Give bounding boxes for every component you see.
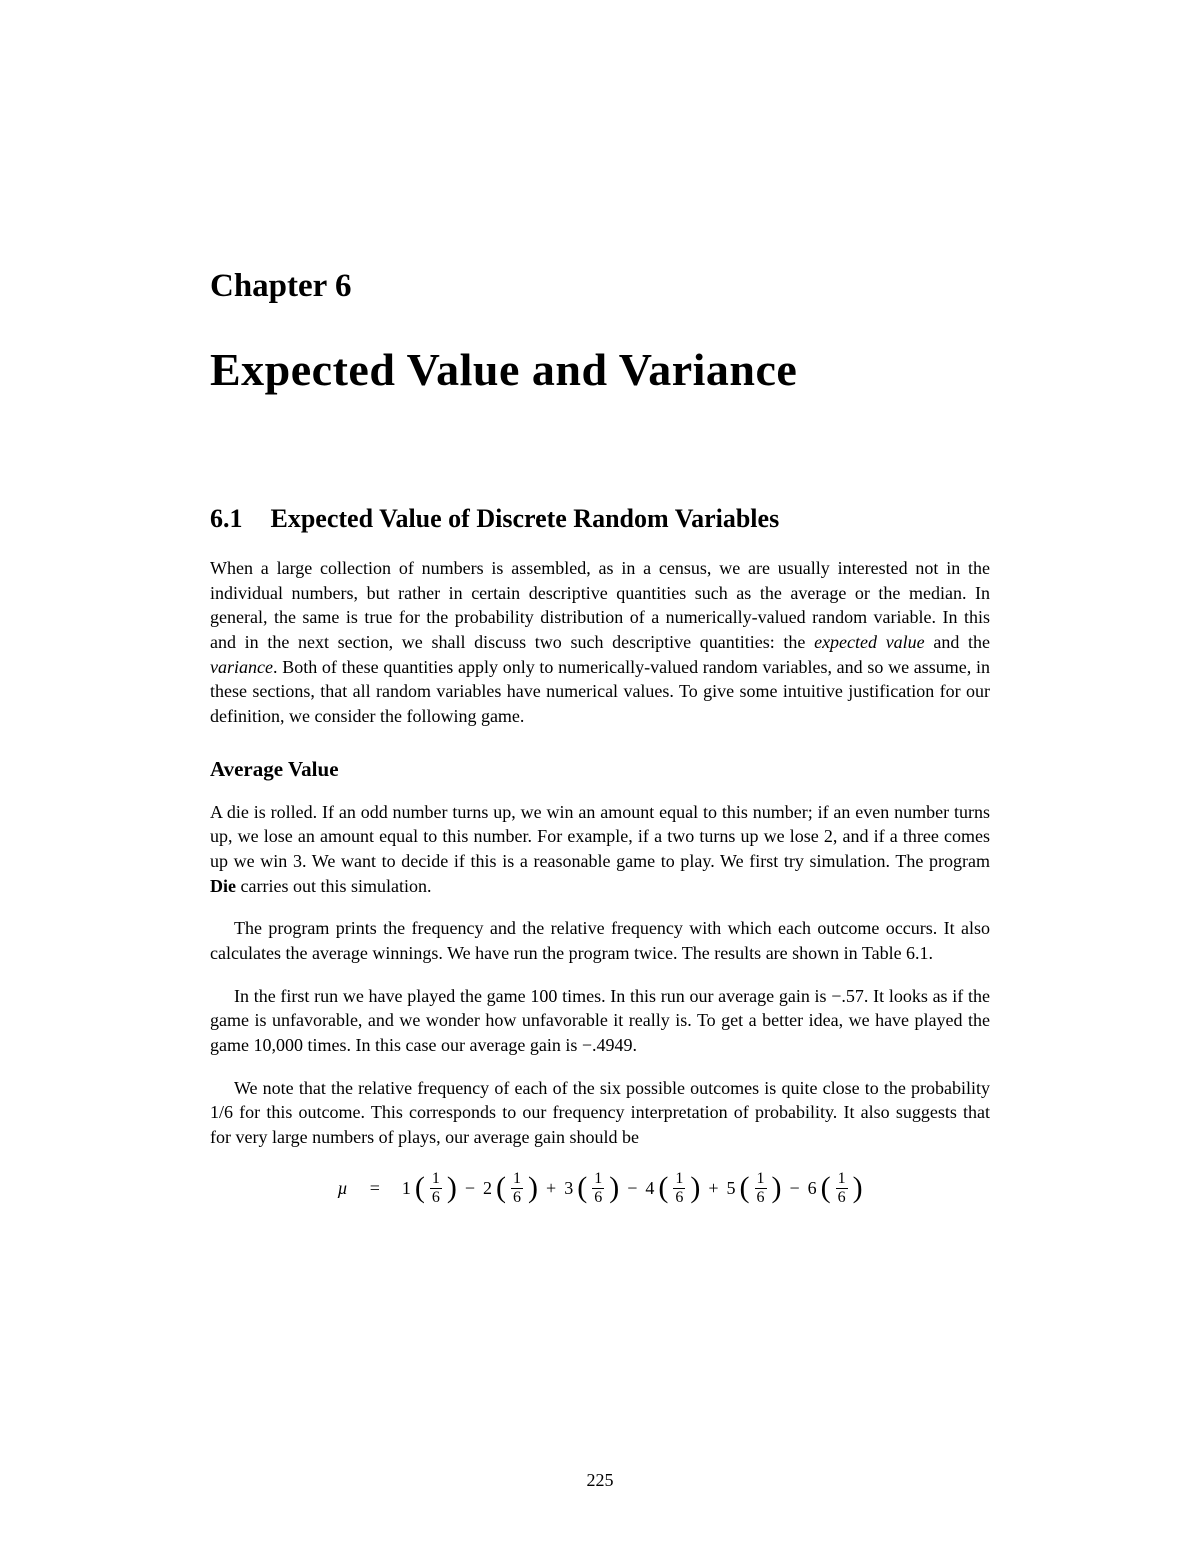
equation-operator: − — [627, 1178, 637, 1199]
equation-coefficient: 1 — [402, 1178, 411, 1199]
page: Chapter 6 Expected Value and Variance 6.… — [0, 0, 1200, 1553]
section-title: Expected Value of Discrete Random Variab… — [271, 504, 780, 533]
equation-rhs: 1(16)−2(16)+3(16)−4(16)+5(16)−6(16) — [402, 1171, 863, 1206]
paragraph-die-game: A die is rolled. If an odd number turns … — [210, 800, 990, 899]
fraction-denominator: 6 — [592, 1188, 604, 1206]
equation-operator: − — [465, 1178, 475, 1199]
paren-right: ) — [528, 1173, 538, 1203]
paren-right: ) — [447, 1173, 457, 1203]
fraction-numerator: 1 — [836, 1171, 848, 1188]
equation-operator: + — [708, 1178, 718, 1199]
fraction: 16 — [430, 1171, 442, 1206]
paren-left: ( — [740, 1173, 750, 1203]
term-expected-value: expected value — [814, 632, 925, 652]
fraction-denominator: 6 — [755, 1188, 767, 1206]
fraction: 16 — [592, 1171, 604, 1206]
paragraph-relative-frequency: We note that the relative frequency of e… — [210, 1076, 990, 1150]
subheading-average-value: Average Value — [210, 757, 990, 782]
chapter-title: Expected Value and Variance — [210, 343, 990, 396]
section-number: 6.1 — [210, 504, 243, 534]
equation-coefficient: 3 — [564, 1178, 573, 1199]
fraction: 16 — [836, 1171, 848, 1206]
equation-lhs: µ — [337, 1178, 347, 1199]
program-name-die: Die — [210, 876, 236, 896]
fraction-denominator: 6 — [430, 1188, 442, 1206]
paren-left: ( — [577, 1173, 587, 1203]
fraction-denominator: 6 — [836, 1188, 848, 1206]
fraction: 16 — [673, 1171, 685, 1206]
paragraph-first-run: In the first run we have played the game… — [210, 984, 990, 1058]
fraction-numerator: 1 — [430, 1171, 442, 1188]
text: carries out this simulation. — [236, 876, 431, 896]
text: . Both of these quantities apply only to… — [210, 657, 990, 726]
text: and the — [925, 632, 990, 652]
paren-right: ) — [853, 1173, 863, 1203]
paren-left: ( — [821, 1173, 831, 1203]
paren-right: ) — [690, 1173, 700, 1203]
equation-coefficient: 4 — [645, 1178, 654, 1199]
fraction: 16 — [755, 1171, 767, 1206]
fraction-numerator: 1 — [755, 1171, 767, 1188]
fraction: 16 — [511, 1171, 523, 1206]
paragraph-intro: When a large collection of numbers is as… — [210, 556, 990, 729]
paren-right: ) — [609, 1173, 619, 1203]
fraction-numerator: 1 — [511, 1171, 523, 1188]
page-number: 225 — [0, 1470, 1200, 1491]
equation-coefficient: 2 — [483, 1178, 492, 1199]
term-variance: variance — [210, 657, 273, 677]
paren-left: ( — [496, 1173, 506, 1203]
paren-right: ) — [772, 1173, 782, 1203]
section-heading: 6.1 Expected Value of Discrete Random Var… — [210, 504, 990, 534]
fraction-numerator: 1 — [673, 1171, 685, 1188]
equation-operator: + — [546, 1178, 556, 1199]
fraction-numerator: 1 — [592, 1171, 604, 1188]
text: A die is rolled. If an odd number turns … — [210, 802, 990, 871]
paren-left: ( — [658, 1173, 668, 1203]
fraction-denominator: 6 — [673, 1188, 685, 1206]
equation-coefficient: 5 — [727, 1178, 736, 1199]
chapter-label: Chapter 6 — [210, 268, 990, 305]
paren-left: ( — [415, 1173, 425, 1203]
paragraph-program-output: The program prints the frequency and the… — [210, 916, 990, 965]
fraction-denominator: 6 — [511, 1188, 523, 1206]
equation-operator: − — [790, 1178, 800, 1199]
equation-equals: = — [370, 1178, 380, 1199]
equation-mu: µ = 1(16)−2(16)+3(16)−4(16)+5(16)−6(16) — [210, 1171, 990, 1206]
equation-coefficient: 6 — [808, 1178, 817, 1199]
